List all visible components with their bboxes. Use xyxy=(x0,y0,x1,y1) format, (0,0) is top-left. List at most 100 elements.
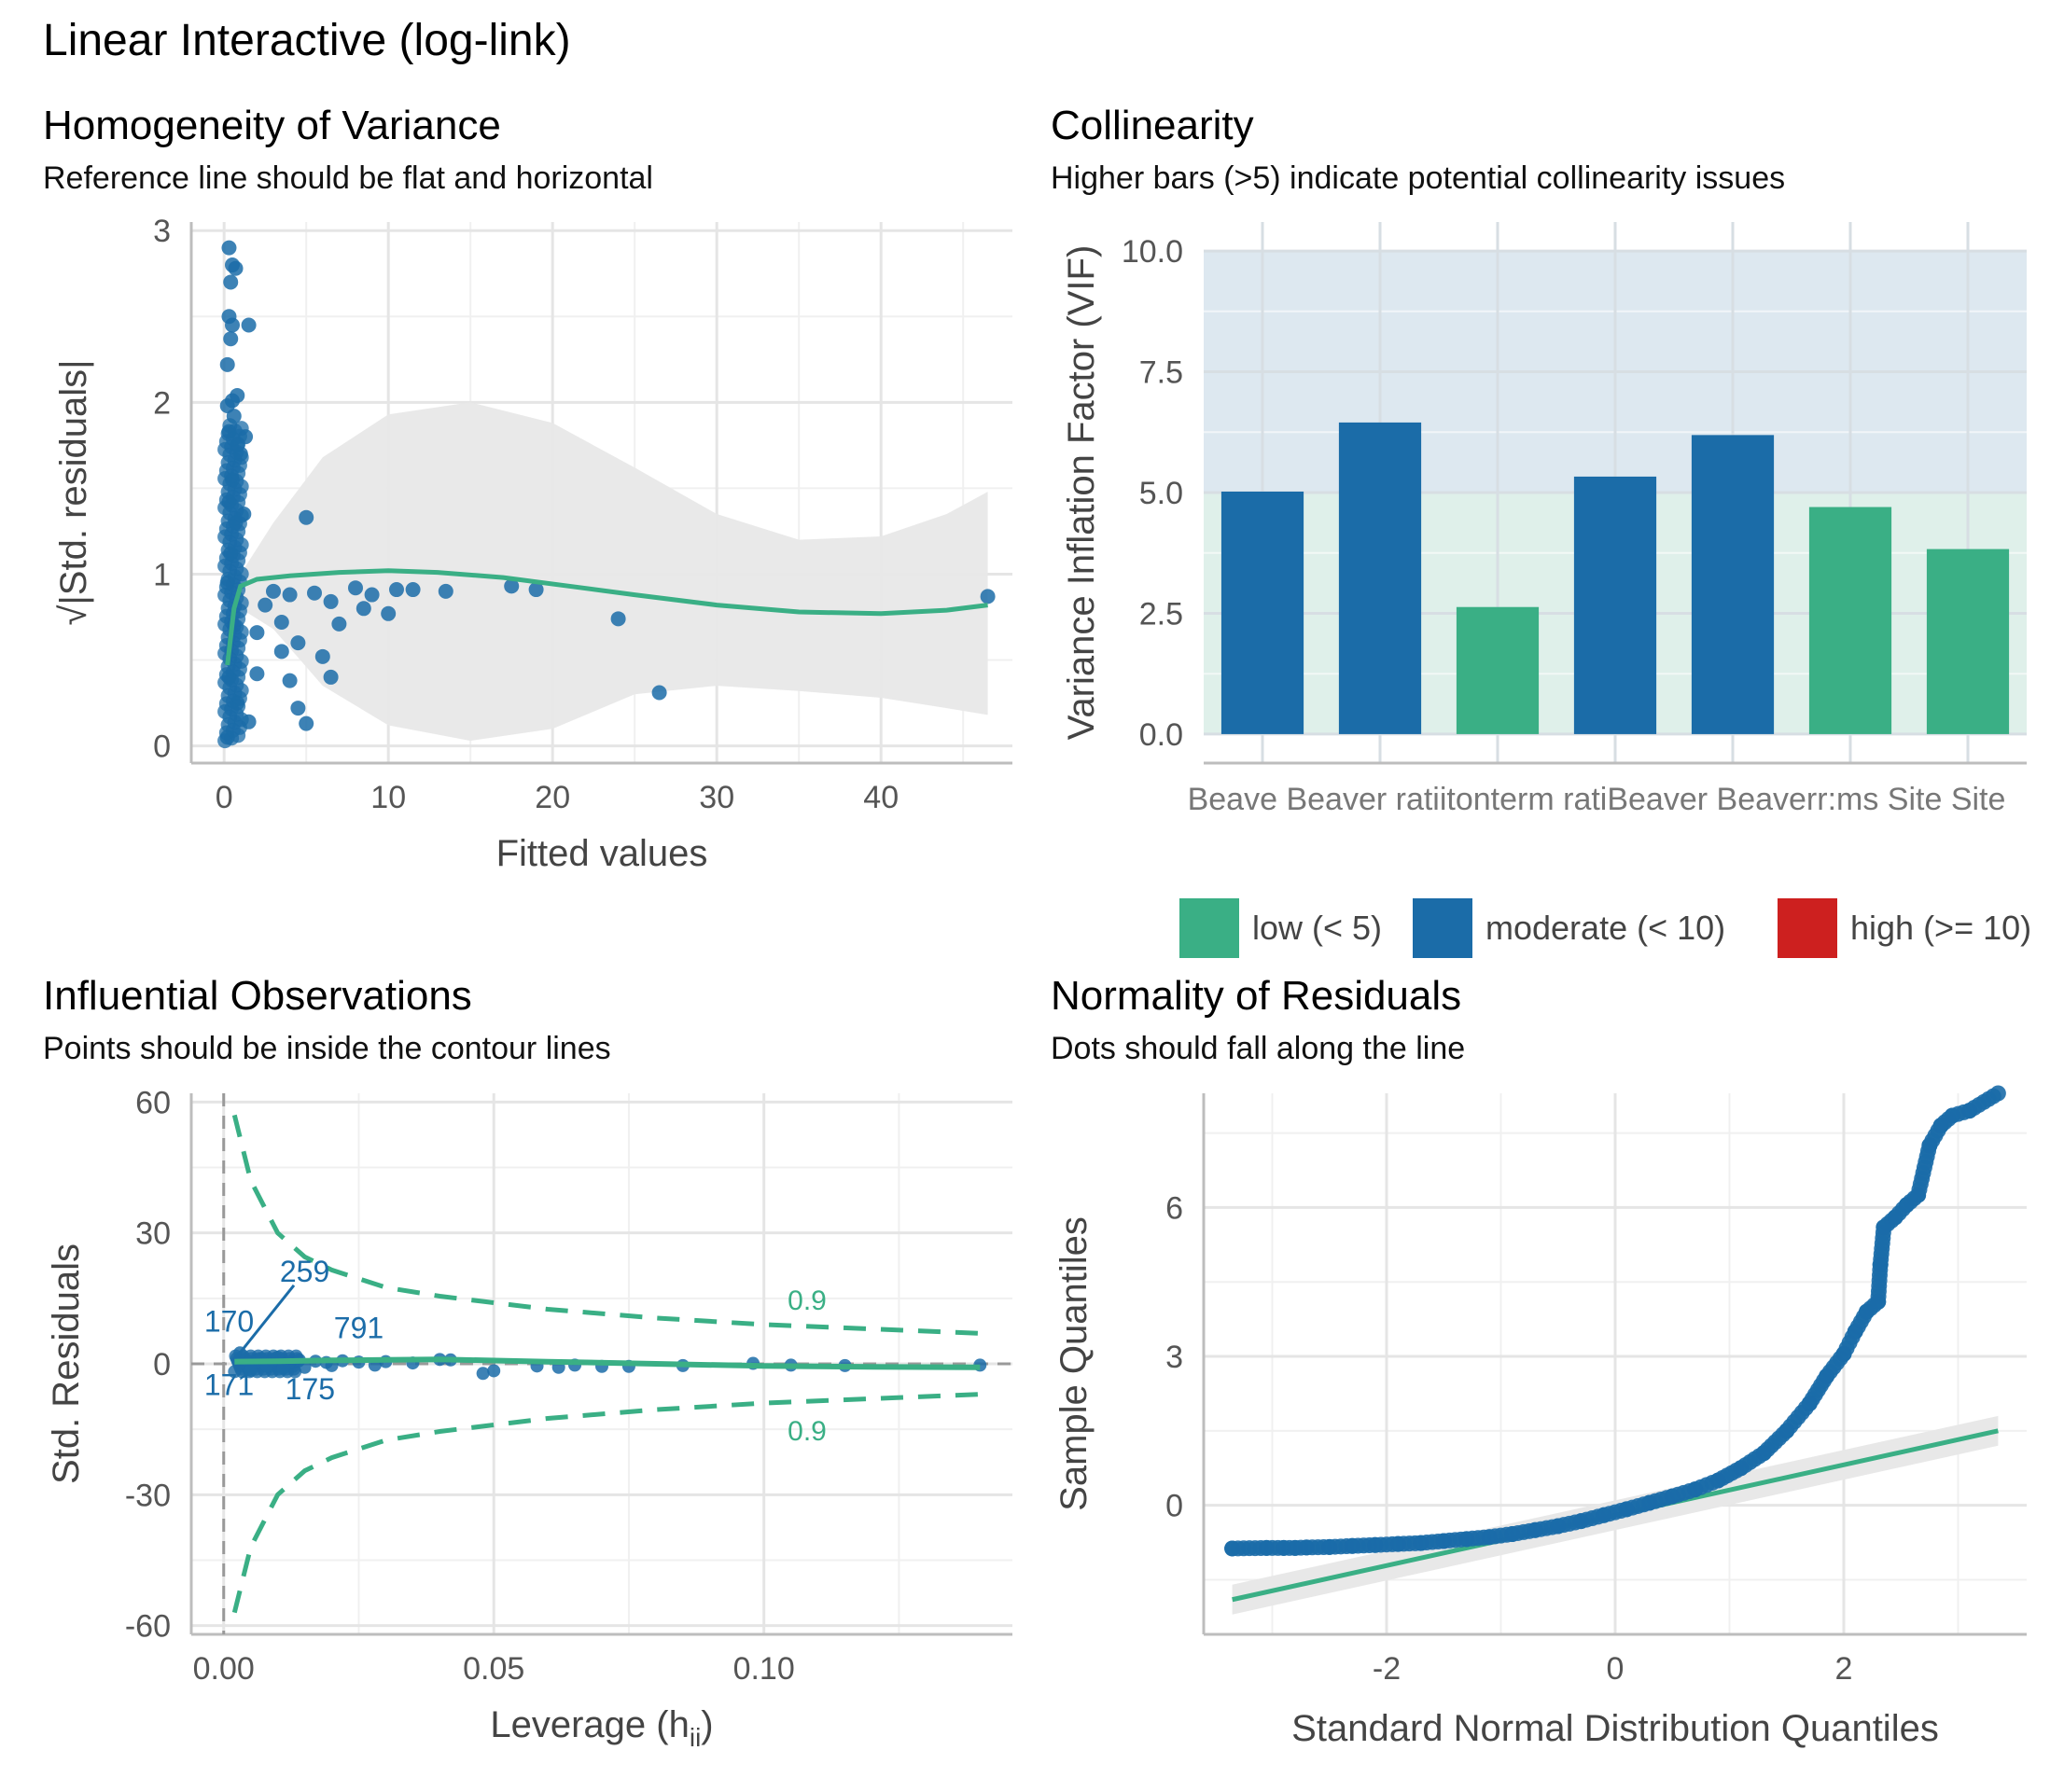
data-point xyxy=(1224,1540,1241,1557)
data-point xyxy=(282,673,298,688)
point-label: 175 xyxy=(286,1372,335,1406)
data-point xyxy=(222,418,238,434)
data-point xyxy=(980,589,996,604)
point-label: 259 xyxy=(280,1255,329,1288)
data-point xyxy=(1258,1539,1275,1556)
y-tick-label: 60 xyxy=(135,1085,171,1120)
data-point xyxy=(1389,1535,1406,1552)
collinearity-title: Collinearity xyxy=(1051,103,1254,148)
contour-label-lower: 0.9 xyxy=(788,1416,827,1447)
data-point xyxy=(1321,1538,1338,1555)
data-point xyxy=(331,616,347,632)
x-axis-label: Fitted values xyxy=(496,833,708,874)
data-point xyxy=(1435,1533,1452,1549)
data-point xyxy=(1910,1187,1927,1203)
data-point xyxy=(233,421,249,437)
y-tick-label: 10.0 xyxy=(1122,234,1183,270)
data-point xyxy=(225,317,240,333)
data-point xyxy=(364,587,380,603)
data-point xyxy=(1733,1460,1750,1477)
data-point xyxy=(1344,1537,1360,1554)
data-point xyxy=(323,669,339,685)
vif-bar xyxy=(1338,422,1422,734)
legend-swatch xyxy=(1179,898,1239,958)
data-point xyxy=(1755,1445,1772,1462)
legend-label: low (< 5) xyxy=(1252,909,1382,947)
x-tick-label: 20 xyxy=(535,780,570,815)
data-point xyxy=(1876,1219,1892,1236)
x-tick-label: 0.00 xyxy=(193,1651,255,1687)
normality-subtitle: Dots should fall along the line xyxy=(1051,1031,1466,1066)
data-point xyxy=(323,593,339,609)
y-tick-label: 30 xyxy=(135,1216,171,1252)
data-point xyxy=(1367,1536,1384,1553)
data-point xyxy=(1664,1488,1680,1505)
data-point xyxy=(299,509,314,525)
y-tick-label: 0 xyxy=(153,729,171,765)
data-point xyxy=(1413,1535,1429,1551)
data-point xyxy=(1801,1396,1818,1412)
normality-title: Normality of Residuals xyxy=(1051,973,1462,1019)
homogeneity-title: Homogeneity of Variance xyxy=(43,103,501,148)
y-tick-label: -60 xyxy=(125,1609,171,1645)
legend-label: moderate (< 10) xyxy=(1485,909,1725,947)
y-tick-label: 2.5 xyxy=(1139,596,1183,632)
point-label: 171 xyxy=(204,1368,254,1401)
data-point xyxy=(1276,1539,1292,1556)
data-point xyxy=(223,274,239,290)
x-tick-label: 0.10 xyxy=(733,1651,795,1687)
data-point xyxy=(228,260,244,276)
data-point xyxy=(273,644,289,660)
vif-bar xyxy=(1220,491,1304,734)
data-point xyxy=(273,615,289,631)
y-tick-label: 0 xyxy=(1165,1489,1183,1524)
data-point xyxy=(1687,1481,1704,1498)
x-tick-label: 30 xyxy=(699,780,734,815)
data-point xyxy=(1527,1521,1543,1538)
y-axis-label: √|Std. residuals| xyxy=(53,359,94,625)
data-point xyxy=(241,317,257,333)
y-tick-label: 3 xyxy=(1165,1340,1183,1375)
data-point xyxy=(1287,1539,1304,1556)
y-axis-label: Std. Residuals xyxy=(46,1243,87,1484)
data-point xyxy=(1641,1494,1658,1511)
data-point xyxy=(314,648,330,664)
y-tick-label: -30 xyxy=(125,1478,171,1513)
collinearity-subtitle: Higher bars (>5) indicate potential coll… xyxy=(1051,160,1786,196)
legend-label: high (>= 10) xyxy=(1850,909,2031,947)
data-point xyxy=(298,1360,312,1374)
data-point xyxy=(230,387,245,403)
vif-bar xyxy=(1691,435,1775,734)
data-point xyxy=(651,685,667,701)
data-point xyxy=(219,356,235,372)
data-point xyxy=(1847,1323,1863,1340)
point-label: 791 xyxy=(334,1312,384,1345)
data-point xyxy=(1989,1085,2006,1102)
data-point xyxy=(476,1367,490,1381)
data-point xyxy=(438,583,453,599)
vif-bar xyxy=(1926,549,2010,734)
x-axis-label: Standard Normal Distribution Quantiles xyxy=(1291,1708,1939,1749)
x-tick-label: 40 xyxy=(863,780,899,815)
label-leader xyxy=(238,1284,296,1354)
data-point xyxy=(290,635,306,651)
x-tick-label: -2 xyxy=(1373,1651,1401,1687)
x-tick-label: 0 xyxy=(1607,1651,1625,1687)
data-point xyxy=(290,701,306,716)
cook-contour-lower xyxy=(231,1392,981,1614)
vif-bar xyxy=(1808,507,1892,734)
data-point xyxy=(1961,1103,1978,1119)
data-point xyxy=(1778,1423,1795,1439)
data-point xyxy=(1870,1293,1887,1310)
data-point xyxy=(1458,1531,1475,1548)
loess-line xyxy=(225,568,988,666)
data-point xyxy=(282,587,298,603)
influential-title: Influential Observations xyxy=(43,973,472,1019)
data-point xyxy=(1932,1118,1949,1134)
data-point xyxy=(1709,1472,1726,1489)
data-point xyxy=(266,583,281,599)
data-point xyxy=(1859,1303,1875,1320)
x-tick-labels-overlapping: Beave Beaver ratiitonterm ratiBeaver Bea… xyxy=(1188,782,2006,817)
